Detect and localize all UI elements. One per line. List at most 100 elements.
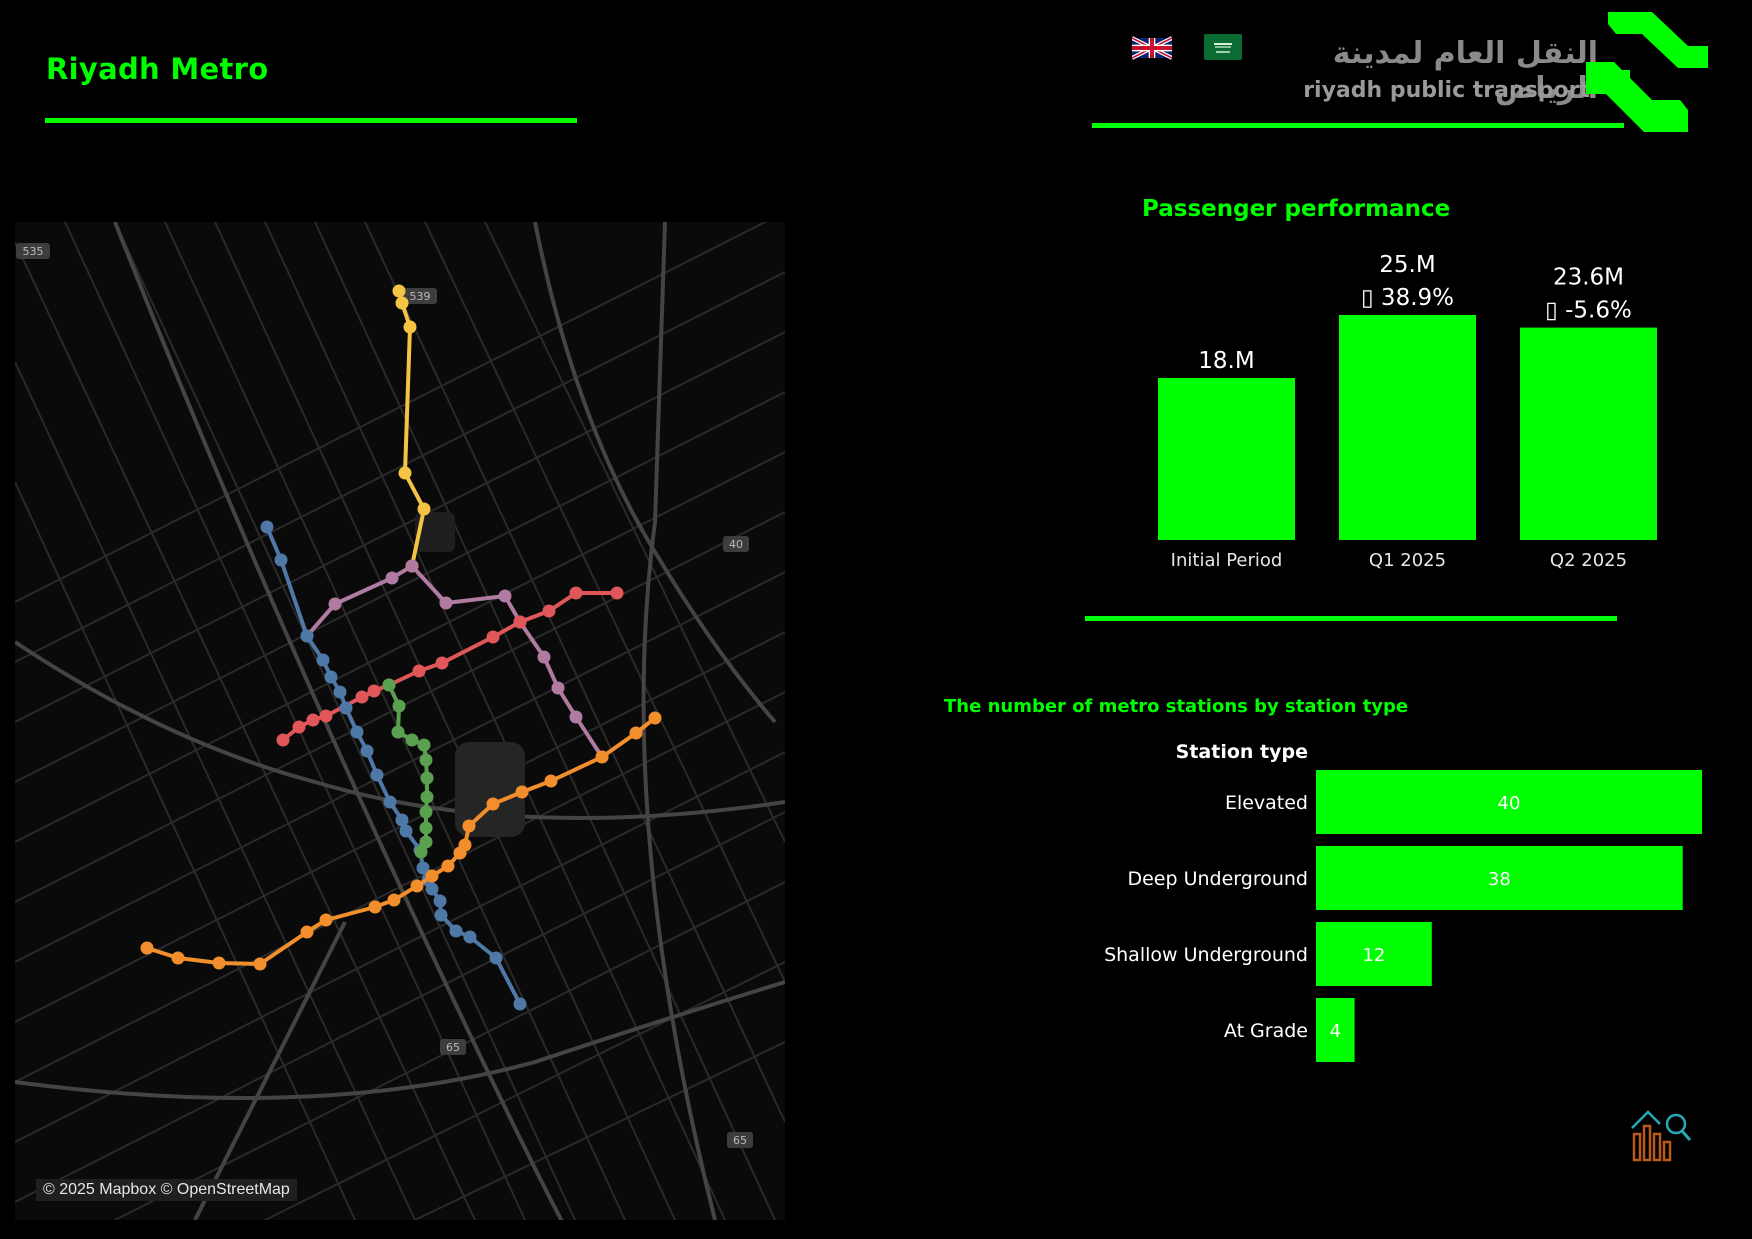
metro-station-marker[interactable] [551, 681, 565, 695]
road-label: 535 [23, 245, 44, 258]
metro-station-marker[interactable] [410, 879, 424, 893]
metro-station-marker[interactable] [412, 664, 426, 678]
orange-metro-line[interactable] [140, 711, 662, 971]
metro-station-marker[interactable] [569, 710, 583, 724]
metro-station-marker[interactable] [513, 615, 527, 629]
metro-station-marker[interactable] [419, 753, 433, 767]
metro-station-marker[interactable] [360, 744, 374, 758]
metro-station-marker[interactable] [486, 630, 500, 644]
metro-station-marker[interactable] [385, 571, 399, 585]
station-type-bar[interactable] [1316, 770, 1702, 834]
metro-station-marker[interactable] [419, 805, 433, 819]
metro-station-marker[interactable] [368, 900, 382, 914]
metro-station-marker[interactable] [405, 559, 419, 573]
metro-station-marker[interactable] [392, 699, 406, 713]
metro-station-marker[interactable] [489, 951, 503, 965]
metro-station-marker[interactable] [405, 733, 419, 747]
station-type-label: At Grade [1224, 1020, 1308, 1042]
metro-station-marker[interactable] [425, 882, 439, 896]
metro-station-marker[interactable] [441, 859, 455, 873]
metro-station-marker[interactable] [595, 750, 609, 764]
metro-station-marker[interactable] [300, 925, 314, 939]
metro-station-marker[interactable] [498, 589, 512, 603]
metro-station-marker[interactable] [367, 684, 381, 698]
metro-station-marker[interactable] [274, 553, 288, 567]
stations-bar-chart: Station type Elevated 40 Deep Underground 38… [1104, 741, 1702, 1062]
passenger-bar[interactable] [1520, 327, 1657, 540]
metro-station-marker[interactable] [419, 835, 433, 849]
metro-station-marker[interactable] [433, 894, 447, 908]
metro-station-marker[interactable] [417, 738, 431, 752]
metro-station-marker[interactable] [395, 296, 409, 310]
metro-station-marker[interactable] [276, 733, 290, 747]
metro-station-marker[interactable] [171, 951, 185, 965]
road-label: 65 [733, 1134, 747, 1147]
metro-station-marker[interactable] [387, 893, 401, 907]
red-metro-line[interactable] [276, 586, 624, 747]
metro-station-marker[interactable] [569, 586, 583, 600]
metro-station-marker[interactable] [324, 670, 338, 684]
metro-station-marker[interactable] [419, 821, 433, 835]
metro-station-marker[interactable] [629, 726, 643, 740]
metro-station-marker[interactable] [370, 768, 384, 782]
metro-station-marker[interactable] [316, 653, 330, 667]
metro-station-marker[interactable] [319, 913, 333, 927]
metro-station-marker[interactable] [537, 650, 551, 664]
metro-station-marker[interactable] [392, 284, 406, 298]
passenger-bar[interactable] [1158, 378, 1295, 540]
metro-station-marker[interactable] [416, 861, 430, 875]
metro-station-marker[interactable] [414, 845, 428, 859]
metro-station-marker[interactable] [355, 690, 369, 704]
metro-station-marker[interactable] [463, 930, 477, 944]
blue-metro-line[interactable] [260, 520, 527, 1011]
metro-station-marker[interactable] [420, 771, 434, 785]
uk-flag-icon[interactable] [1132, 34, 1172, 62]
metro-station-marker[interactable] [328, 597, 342, 611]
saudi-flag-icon[interactable] [1204, 34, 1242, 60]
metro-station-marker[interactable] [292, 720, 306, 734]
station-type-value: 12 [1362, 945, 1385, 966]
metro-station-marker[interactable] [399, 824, 413, 838]
metro-map[interactable]: 535 539 40 65 65 © 2025 Mapbox © OpenStr… [15, 222, 785, 1220]
metro-station-marker[interactable] [212, 956, 226, 970]
metro-station-marker[interactable] [339, 701, 353, 715]
metro-station-marker[interactable] [350, 725, 364, 739]
metro-station-marker[interactable] [486, 797, 500, 811]
metro-station-marker[interactable] [395, 813, 409, 827]
station-type-bar[interactable] [1316, 998, 1355, 1062]
metro-station-marker[interactable] [648, 711, 662, 725]
metro-station-marker[interactable] [391, 725, 405, 739]
metro-station-marker[interactable] [382, 678, 396, 692]
metro-station-marker[interactable] [333, 685, 347, 699]
metro-station-marker[interactable] [610, 586, 624, 600]
metro-station-marker[interactable] [462, 819, 476, 833]
metro-station-marker[interactable] [420, 790, 434, 804]
green-metro-line[interactable] [382, 678, 434, 859]
metro-station-marker[interactable] [449, 924, 463, 938]
map-attribution[interactable]: © 2025 Mapbox © OpenStreetMap [36, 1179, 297, 1201]
metro-station-marker[interactable] [458, 838, 472, 852]
metro-station-marker[interactable] [383, 795, 397, 809]
metro-station-marker[interactable] [403, 320, 417, 334]
metro-station-marker[interactable] [542, 604, 556, 618]
metro-station-marker[interactable] [434, 908, 448, 922]
metro-station-marker[interactable] [425, 869, 439, 883]
metro-station-marker[interactable] [306, 713, 320, 727]
metro-station-marker[interactable] [398, 466, 412, 480]
passenger-bar[interactable] [1339, 315, 1476, 540]
metro-station-marker[interactable] [319, 709, 333, 723]
metro-station-marker[interactable] [300, 629, 314, 643]
metro-station-marker[interactable] [260, 520, 274, 534]
metro-station-marker[interactable] [253, 957, 267, 971]
metro-lines [140, 284, 662, 1011]
metro-station-marker[interactable] [515, 785, 529, 799]
metro-station-marker[interactable] [439, 596, 453, 610]
metro-station-marker[interactable] [435, 656, 449, 670]
metro-station-marker[interactable] [513, 997, 527, 1011]
metro-station-marker[interactable] [417, 502, 431, 516]
metro-station-marker[interactable] [544, 774, 558, 788]
metro-station-marker[interactable] [140, 941, 154, 955]
passenger-value-label: 23.6M [1553, 265, 1624, 291]
station-type-bar[interactable] [1316, 922, 1432, 986]
station-type-bar[interactable] [1316, 846, 1683, 910]
